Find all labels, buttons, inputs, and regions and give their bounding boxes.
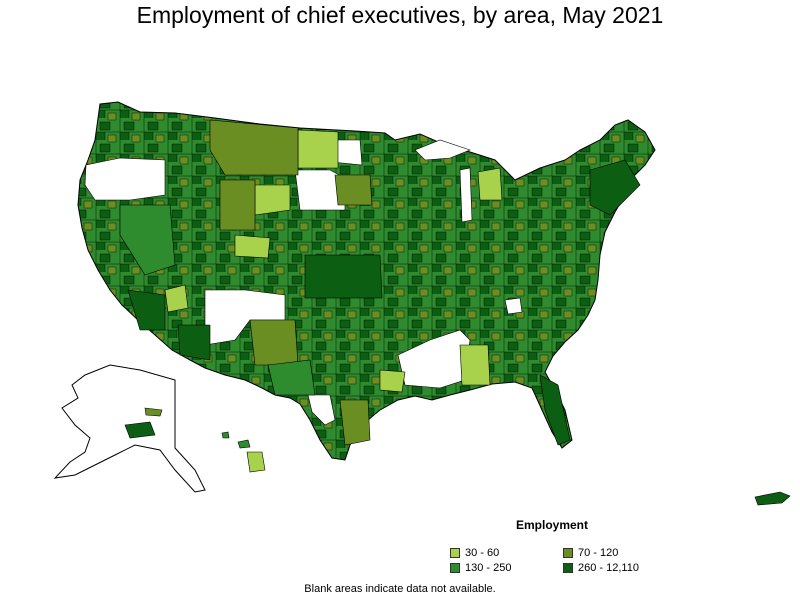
legend-title: Employment (516, 518, 589, 532)
blank-area-oregon (84, 157, 166, 201)
alaska-fairbanks (144, 407, 163, 417)
legend-item-olive: 70 - 120 (563, 547, 618, 559)
light-area-alabama (459, 344, 491, 386)
dark-area-northeast (589, 159, 641, 216)
light-area-arizona (164, 284, 189, 313)
blank-area-texas (307, 394, 336, 426)
puerto-rico (754, 491, 791, 506)
olive-area-new-mexico (249, 319, 299, 366)
dark-area-california (127, 289, 166, 331)
light-area-texas (379, 369, 406, 393)
hawaii-maui (237, 439, 251, 449)
legend-label-olive: 70 - 120 (578, 547, 619, 559)
lake-superior (414, 139, 471, 161)
dark-area-kansas (304, 254, 383, 299)
dark-area-arizona (177, 324, 211, 361)
hawaii-big-island (246, 451, 266, 473)
light-area-colorado (234, 234, 271, 259)
data-note: Blank areas indicate data not available. (304, 583, 496, 595)
legend-item-dark: 260 - 12,110 (563, 562, 639, 574)
olive-area-montana (209, 119, 299, 176)
legend-label-dark: 260 - 12,110 (578, 562, 639, 574)
legend-swatch-medium (450, 563, 460, 573)
dark-area-florida (539, 374, 571, 446)
legend-swatch-olive (563, 548, 573, 558)
map-title: Employment of chief executives, by area,… (136, 2, 664, 28)
legend-swatch-light (450, 548, 460, 558)
legend-item-light: 30 - 60 (450, 547, 499, 559)
light-area-montana (297, 129, 339, 169)
legend-item-medium: 130 - 250 (450, 562, 511, 574)
olive-area-wyoming (219, 179, 256, 231)
medium-area-nevada (119, 204, 176, 276)
hawaii-oahu (221, 431, 230, 439)
medium-area-west-texas (267, 359, 316, 396)
legend-label-light: 30 - 60 (465, 547, 500, 559)
lake-michigan (459, 167, 473, 223)
light-area-michigan (477, 167, 503, 201)
olive-area-texas (339, 399, 371, 446)
legend-label-medium: 130 - 250 (465, 562, 512, 574)
blank-area-kentucky (504, 297, 523, 315)
alaska-anchorage (124, 421, 156, 439)
light-area-wyoming (254, 184, 291, 216)
legend-swatch-dark (563, 563, 573, 573)
olive-area-nebraska (334, 174, 373, 206)
